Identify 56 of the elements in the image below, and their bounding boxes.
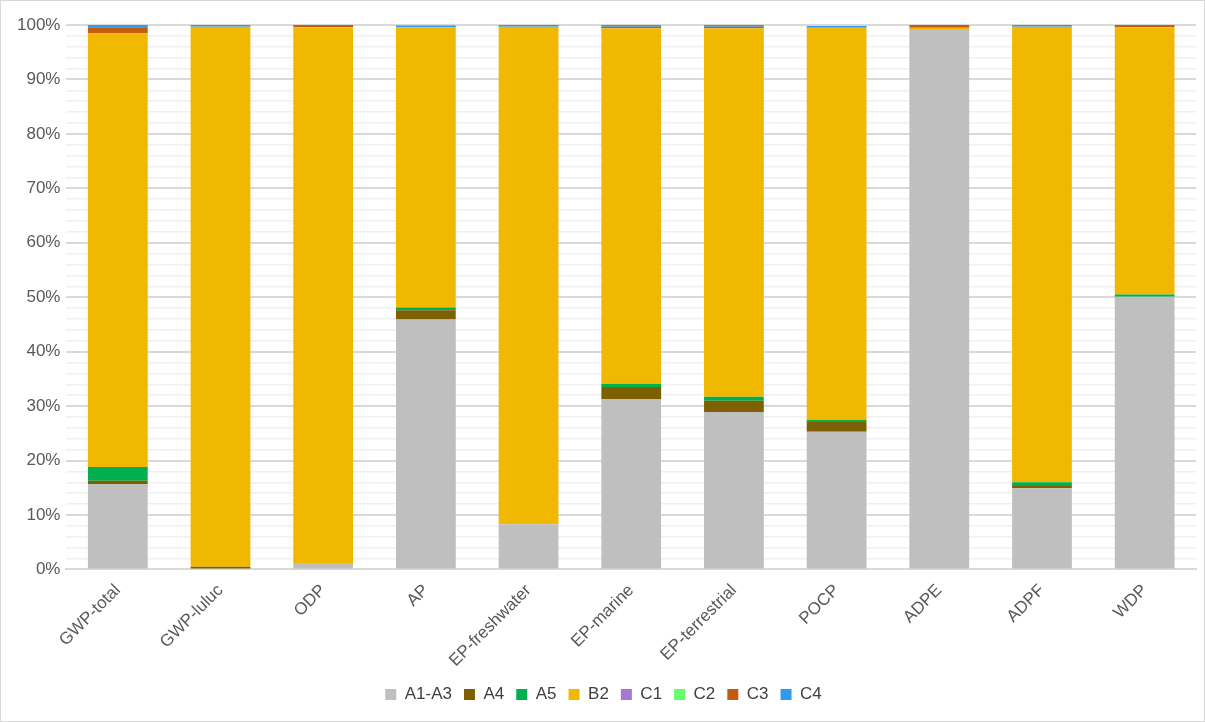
- bar: [601, 383, 662, 388]
- bar: [601, 28, 662, 384]
- bar: [806, 431, 867, 569]
- bar: [87, 33, 148, 468]
- bar: [87, 480, 148, 484]
- bar: [395, 27, 456, 308]
- bar: [704, 400, 764, 413]
- bar: [87, 483, 148, 569]
- bar: [1012, 488, 1072, 569]
- y-tick-label: 40%: [26, 341, 61, 361]
- y-tick-label: 50%: [26, 286, 61, 306]
- bar: [1114, 25, 1175, 28]
- bar: [601, 387, 662, 400]
- legend-label: C3: [746, 684, 769, 704]
- bar: [87, 27, 148, 34]
- bar: [87, 25, 148, 28]
- y-tick-label: 30%: [26, 395, 61, 415]
- bar: [395, 319, 456, 569]
- bar: [704, 396, 764, 401]
- bar: [293, 25, 354, 28]
- legend-label: C4: [800, 684, 822, 704]
- bar: [1114, 27, 1175, 295]
- bar: [909, 29, 970, 569]
- legend-label: C1: [640, 684, 663, 704]
- legend-label: B2: [588, 684, 609, 704]
- y-tick-label: 90%: [26, 69, 61, 89]
- y-tick-label: 20%: [26, 450, 61, 470]
- bar: [704, 28, 764, 397]
- bar: [87, 467, 148, 481]
- y-tick-label: 80%: [26, 123, 61, 143]
- bar: [498, 524, 559, 569]
- bar: [498, 26, 559, 525]
- bar: [293, 562, 354, 569]
- legend-label: A4: [483, 684, 505, 704]
- bar: [704, 412, 764, 569]
- bar: [293, 27, 354, 563]
- y-tick-label: 0%: [35, 559, 61, 579]
- legend-label: A5: [535, 684, 557, 704]
- bar: [1114, 296, 1175, 569]
- bar: [190, 26, 251, 567]
- bar: [806, 27, 867, 420]
- bar: [395, 310, 456, 320]
- y-tick-label: 100%: [17, 14, 61, 34]
- bar: [1012, 482, 1072, 487]
- bar: [806, 421, 867, 432]
- y-tick-label: 60%: [26, 232, 61, 252]
- bar: [601, 399, 662, 569]
- legend-label: A1-A3: [404, 684, 452, 704]
- bar: [806, 419, 867, 422]
- bar: [1012, 26, 1072, 483]
- x-tick-label: AP: [402, 580, 433, 610]
- y-tick-label: 70%: [26, 178, 61, 198]
- legend-label: C2: [693, 684, 716, 704]
- bar: [1012, 486, 1072, 489]
- bar: [1114, 294, 1175, 297]
- y-tick-label: 10%: [26, 504, 61, 524]
